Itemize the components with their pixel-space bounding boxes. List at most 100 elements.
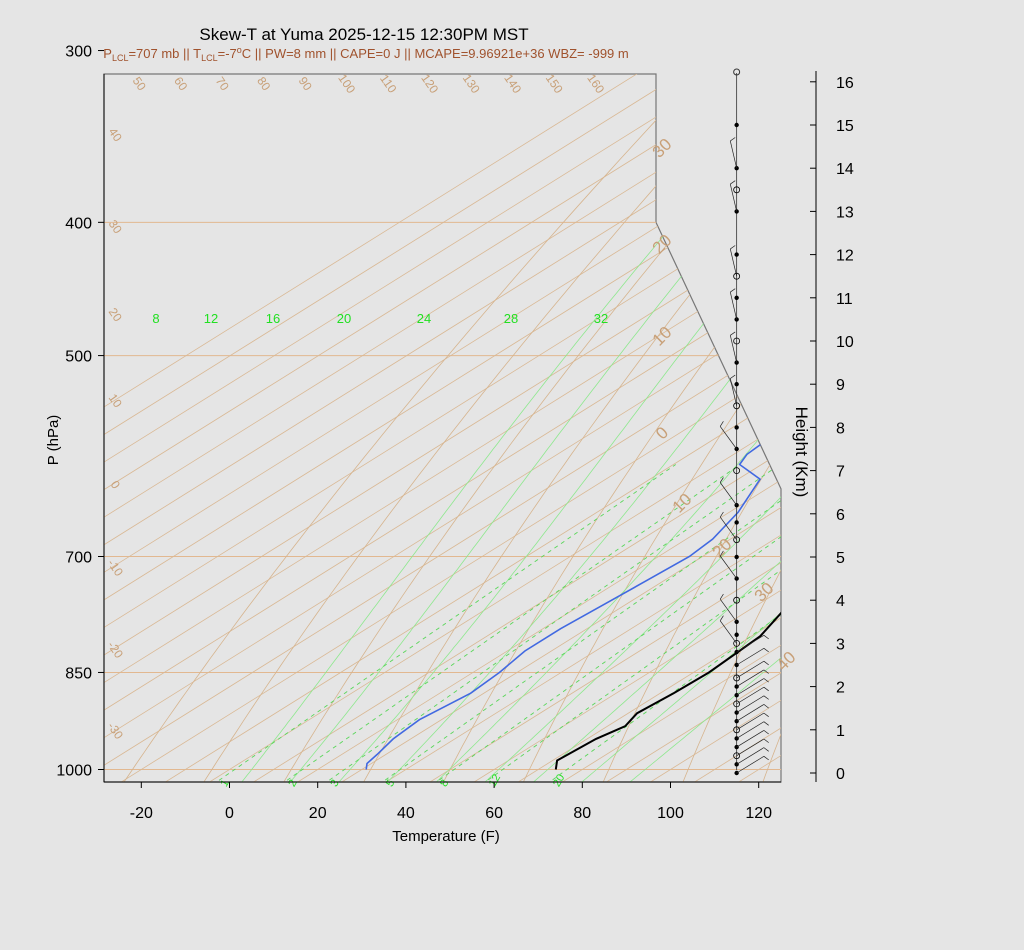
dry-adiabat (354, 74, 781, 782)
pressure-tick-label: 1000 (56, 763, 92, 780)
temperature-tick-label: 80 (573, 805, 591, 822)
wind-point (733, 402, 741, 410)
mixing-ratio-bottom-label: 12 (487, 772, 504, 789)
isotherm-f-label: 70 (213, 74, 232, 93)
isotherm-line (403, 74, 781, 782)
moist-adiabat (561, 74, 781, 782)
isotherm-line (535, 74, 781, 782)
wind-barb-flag (763, 756, 769, 761)
wind-barb-flag (719, 550, 724, 557)
wind-barb-shaft (736, 712, 765, 731)
wind-barb-shaft (736, 738, 765, 757)
moist-adiabat (514, 74, 781, 782)
wind-barb-shaft (719, 426, 737, 450)
series-dewpoint (365, 74, 781, 770)
wind-point (733, 674, 741, 682)
height-tick-label: 13 (836, 204, 854, 221)
wind-barb-shaft (729, 184, 737, 212)
mixing-ratio-line (461, 464, 781, 782)
isotherm-line (104, 74, 781, 782)
dry-adiabat (918, 0, 1024, 799)
dry-adiabat-label: -30 (105, 720, 127, 743)
dry-adiabat-label: 10 (106, 391, 125, 410)
wind-point (734, 520, 739, 525)
wind-point (734, 122, 739, 128)
wind-barb-flag (763, 648, 769, 653)
height-tick-label: 15 (836, 118, 854, 135)
isotherm-f-label: 140 (501, 71, 524, 96)
plcl-label: P (103, 46, 112, 61)
mixing-ratio-label: 16 (266, 311, 280, 326)
wind-barb-shaft (736, 704, 765, 722)
wind-barb-flag (763, 686, 769, 692)
isotherm-c-label: 10 (669, 490, 696, 517)
wind-barb-flag (763, 704, 769, 709)
mixing-ratio-bottom-label: 5 (384, 778, 397, 789)
isotherm-line (314, 74, 781, 782)
mixing-ratio-label: 20 (337, 311, 351, 326)
height-axis-label: Height (Km) (792, 407, 811, 498)
wind-barb-flag (763, 669, 769, 674)
wind-barb-flag (730, 180, 736, 185)
mixing-ratio-bottom-label: 20 (551, 772, 568, 789)
height-tick-label: 14 (836, 161, 854, 178)
height-tick-label: 5 (836, 550, 845, 567)
height-tick-label: 7 (836, 464, 845, 481)
wind-barb-flag (719, 511, 724, 518)
mixing-ratio-bottom-label: 2 (286, 778, 299, 789)
series-temperature (554, 74, 781, 770)
mixing-ratio-label: 24 (417, 311, 431, 326)
dry-adiabat (515, 74, 781, 782)
wind-barb-shaft (736, 695, 765, 713)
isotherm-line (711, 74, 781, 782)
mixing-ratio-line (413, 464, 781, 782)
mixing-ratio-line (260, 464, 741, 782)
dry-adiabat (273, 74, 781, 782)
wind-barb-flag (763, 660, 769, 666)
height-tick-label: 6 (836, 507, 845, 524)
wind-barb-flag (730, 331, 736, 336)
isotherm-f-label: 80 (254, 74, 273, 93)
wind-point (734, 382, 739, 387)
isotherm-f-label: 100 (335, 71, 358, 96)
isotherm-line (104, 74, 781, 782)
isotherm-line (104, 74, 781, 782)
wind-point (733, 596, 741, 604)
pressure-tick-label: 700 (65, 550, 92, 567)
height-tick-label: 4 (836, 593, 845, 610)
pressure-tick-label: 400 (65, 215, 92, 232)
plcl-sub: LCL (112, 53, 129, 63)
wind-barb-shaft (736, 648, 765, 666)
mixing-ratio-label: 28 (504, 311, 518, 326)
dry-adiabat-label: 40 (106, 125, 125, 144)
wind-barb-shaft (729, 378, 737, 406)
wind-barb-shaft (729, 335, 737, 363)
wind-point (734, 632, 739, 637)
wind-point (733, 467, 741, 475)
subtitle-rest: C || PW=8 mm || CAPE=0 J || MCAPE=9.9692… (242, 46, 629, 61)
mixing-ratio-line (526, 464, 781, 782)
height-tick-label: 2 (836, 680, 845, 697)
height-tick-label: 0 (836, 766, 845, 783)
wind-barb-flag (763, 721, 769, 726)
temperature-tick-label: 0 (225, 805, 234, 822)
dry-adiabat (434, 74, 781, 782)
x-axis-label: Temperature (F) (392, 828, 500, 845)
wind-barb-flag (763, 730, 769, 735)
wind-barb-shaft (729, 140, 737, 169)
isotherm-line (447, 74, 781, 782)
wind-barb-flag (719, 421, 724, 427)
wind-barb-shaft (719, 620, 737, 644)
wind-barb-flag (730, 137, 736, 142)
wind-point (733, 752, 741, 760)
moist-adiabat (466, 74, 781, 782)
dry-adiabat (112, 74, 781, 782)
isotherm-line (138, 74, 781, 782)
tlcl-sub: LCL (201, 53, 218, 63)
isotherm-f-label: 130 (460, 71, 483, 96)
temperature-tick-label: 60 (485, 805, 503, 822)
wind-barb-shaft (736, 686, 765, 705)
y-axis-label: P (hPa) (45, 415, 62, 466)
wind-barb-shaft (719, 555, 737, 579)
